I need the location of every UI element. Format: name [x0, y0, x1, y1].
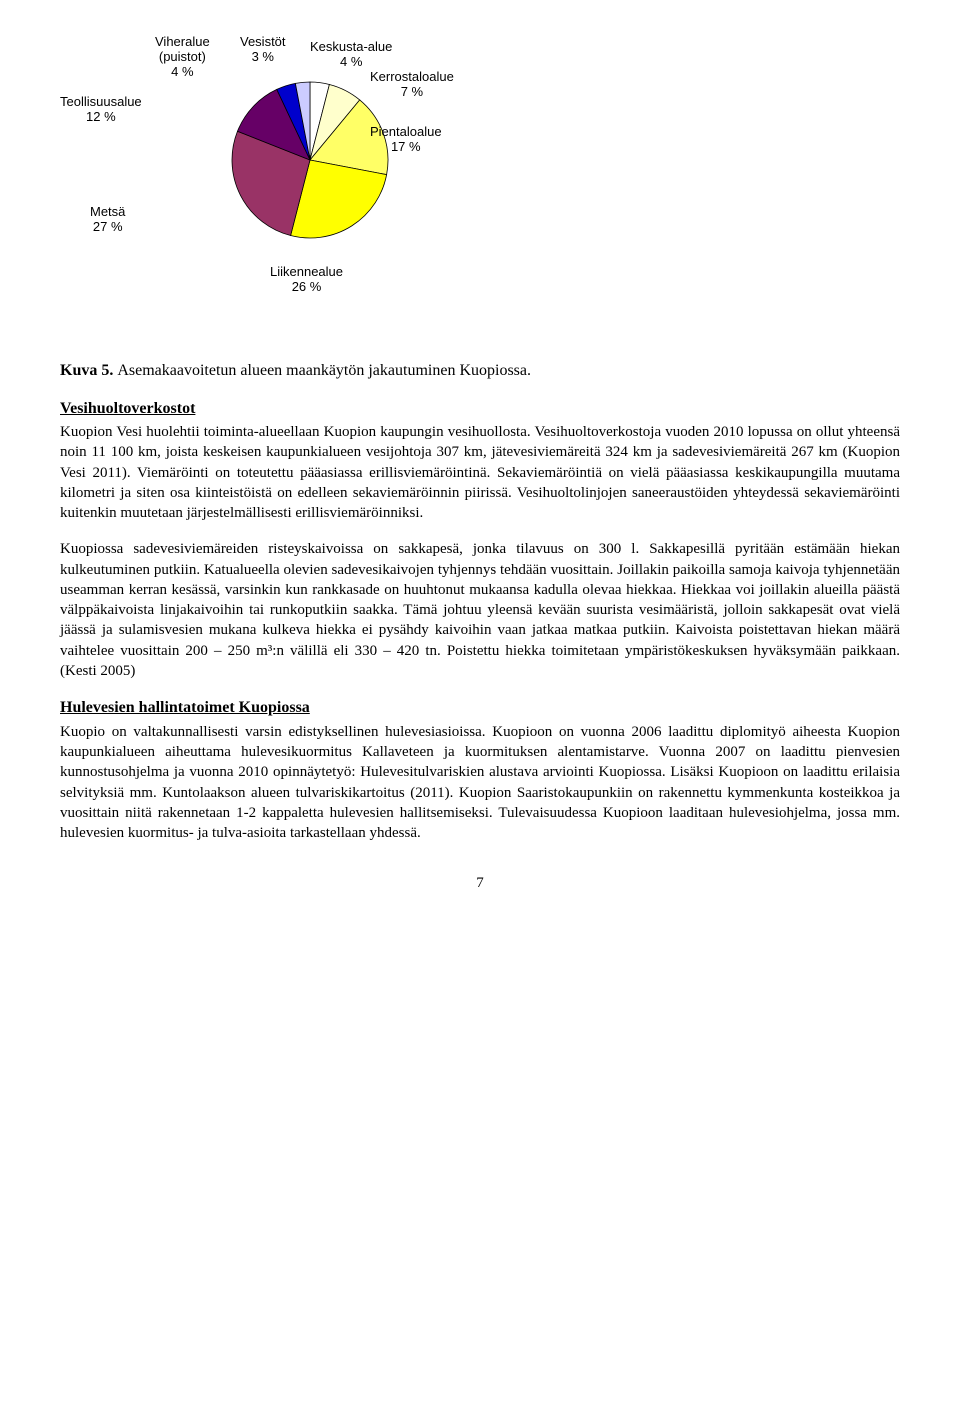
caption-text: Asemakaavoitetun alueen maankäytön jakau… [117, 362, 531, 379]
pie-label: Keskusta-alue 4 % [310, 40, 392, 70]
pie-label: Vesistöt 3 % [240, 35, 286, 65]
pie-label: Teollisuusalue 12 % [60, 95, 142, 125]
pie-label: Viheralue (puistot) 4 % [155, 35, 210, 80]
pie-label: Pientaloalue 17 % [370, 125, 442, 155]
pie-label: Kerrostaloalue 7 % [370, 70, 454, 100]
section-heading-hulevesien: Hulevesien hallintatoimet Kuopiossa [60, 697, 900, 719]
paragraph-2: Kuopiossa sadevesiviemäreiden risteyskai… [60, 539, 900, 681]
pie-chart-area: Keskusta-alue 4 %Kerrostaloalue 7 % Pient… [60, 40, 530, 340]
page-number: 7 [60, 873, 900, 893]
figure-caption: Kuva 5. Asemakaavoitetun alueen maankäyt… [60, 360, 900, 382]
pie-label: Metsä 27 % [90, 205, 125, 235]
pie-label: Liikennealue 26 % [270, 265, 343, 295]
caption-lead: Kuva 5. [60, 362, 117, 379]
section-heading-vesihuoltoverkostot: Vesihuoltoverkostot [60, 398, 900, 420]
pie-chart-svg [230, 80, 390, 240]
paragraph-1: Kuopion Vesi huolehtii toiminta-alueella… [60, 422, 900, 523]
paragraph-3: Kuopio on valtakunnallisesti varsin edis… [60, 722, 900, 844]
